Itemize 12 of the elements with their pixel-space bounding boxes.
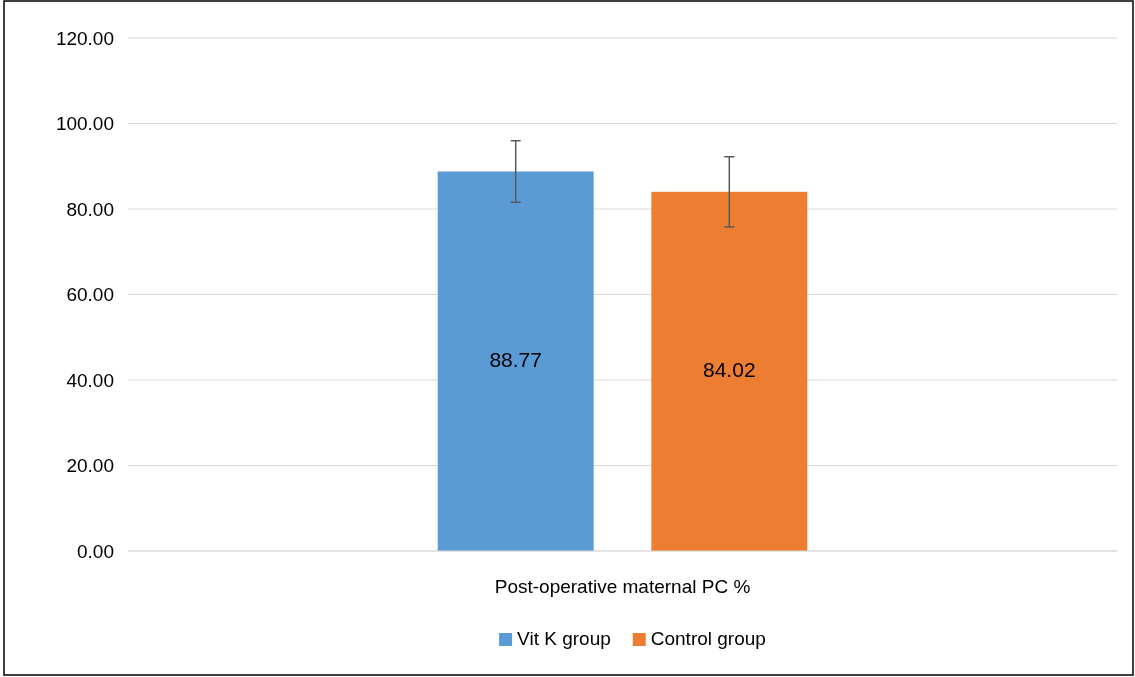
data-label: 84.02 — [703, 357, 756, 381]
y-tick-label: 120.00 — [55, 27, 114, 49]
legend-label: Vit K group — [517, 628, 611, 650]
y-tick-label: 0.00 — [77, 540, 114, 562]
data-label: 88.77 — [489, 347, 542, 371]
y-tick-label: 80.00 — [66, 198, 114, 220]
legend-label: Control group — [650, 628, 766, 650]
y-tick-label: 40.00 — [66, 369, 114, 391]
y-tick-label: 100.00 — [55, 113, 114, 135]
x-tick-label: Post-operative maternal PC % — [494, 576, 751, 597]
y-tick-label: 60.00 — [66, 284, 114, 306]
y-tick-label: 20.00 — [66, 455, 114, 477]
